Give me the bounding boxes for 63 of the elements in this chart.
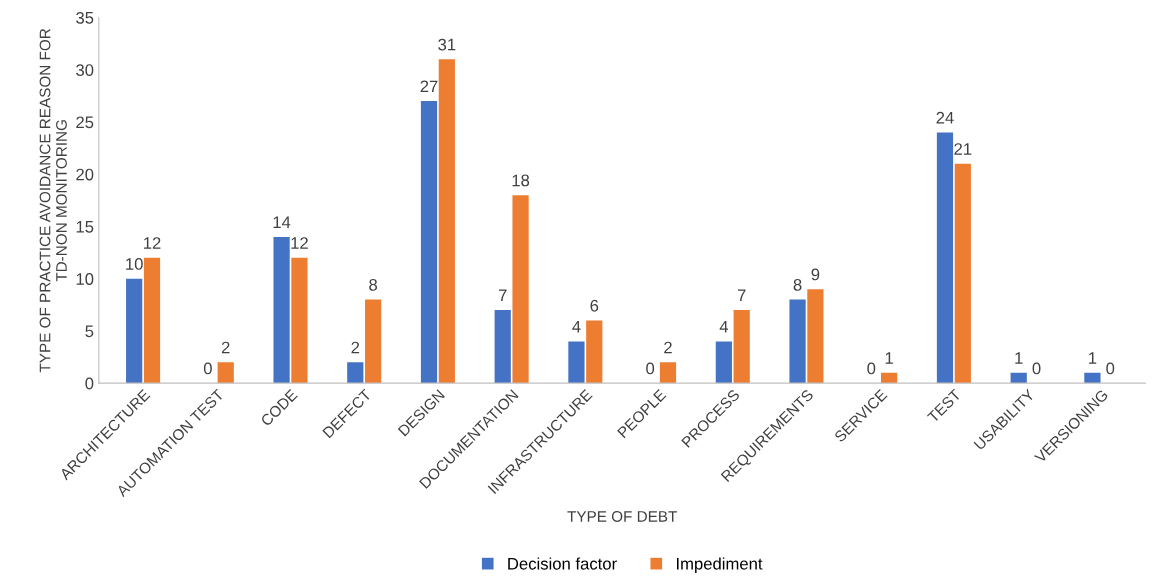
bar — [954, 163, 971, 384]
data-label: 12 — [291, 237, 308, 249]
data-label: 0 — [1032, 362, 1041, 375]
data-label: 0 — [646, 362, 655, 375]
x-axis-title: TYPE OF DEBT — [567, 511, 678, 522]
data-label: 31 — [438, 38, 456, 51]
bar — [586, 320, 603, 384]
bar — [217, 362, 234, 384]
bar — [126, 278, 143, 384]
bar — [273, 236, 290, 384]
data-label: 2 — [664, 341, 672, 354]
y-axis-title: TYPE OF PRACTICE AVOIDANCE REASON FOR TD-NON MONITORING — [39, 28, 67, 373]
data-label: 4 — [572, 320, 581, 333]
data-label: 8 — [369, 278, 378, 291]
data-label: 27 — [420, 80, 438, 93]
data-label: 2 — [221, 341, 230, 354]
data-label: 0 — [1106, 362, 1115, 375]
bar — [1010, 372, 1027, 384]
bar — [568, 341, 585, 384]
legend-label: Impediment — [676, 557, 763, 573]
bar — [881, 372, 898, 384]
data-label: 1 — [1015, 352, 1023, 364]
data-label: 6 — [590, 299, 599, 312]
bar — [733, 310, 750, 384]
legend-label: Decision factor — [508, 557, 617, 570]
bar — [347, 362, 364, 384]
bar — [420, 101, 438, 384]
y-tick-label: 15 — [76, 221, 94, 233]
bar — [494, 310, 511, 384]
y-tick-label: 0 — [85, 377, 94, 390]
y-tick-label: 5 — [85, 325, 94, 338]
y-tick-label: 30 — [76, 64, 94, 76]
data-label: 12 — [144, 237, 161, 249]
bar — [291, 257, 308, 384]
bar — [715, 341, 732, 384]
data-label: 1 — [1089, 352, 1097, 364]
data-label: 8 — [793, 278, 802, 291]
bar — [438, 59, 455, 384]
data-label: 9 — [811, 268, 820, 281]
data-label: 14 — [273, 216, 291, 228]
bar — [1084, 372, 1101, 384]
data-label: 21 — [954, 143, 972, 155]
data-label: 7 — [498, 289, 507, 302]
y-tick-label: 10 — [76, 273, 94, 285]
data-label: 2 — [351, 341, 360, 354]
data-label: 10 — [126, 258, 143, 270]
bar — [365, 299, 382, 384]
data-label: 0 — [867, 362, 876, 375]
y-tick-label: 25 — [76, 116, 94, 129]
data-label: 24 — [936, 111, 954, 124]
data-label: 7 — [737, 289, 746, 302]
bar — [936, 132, 954, 384]
data-label: 0 — [203, 362, 212, 375]
bar — [807, 289, 824, 384]
data-label: 1 — [885, 352, 893, 364]
y-tick-label: 20 — [76, 168, 94, 181]
data-label: 18 — [512, 174, 530, 187]
bar — [659, 362, 677, 384]
data-label: 4 — [719, 320, 728, 333]
bar — [512, 195, 529, 384]
bar — [143, 257, 161, 384]
y-tick-label: 35 — [76, 11, 94, 24]
bar — [789, 299, 806, 384]
